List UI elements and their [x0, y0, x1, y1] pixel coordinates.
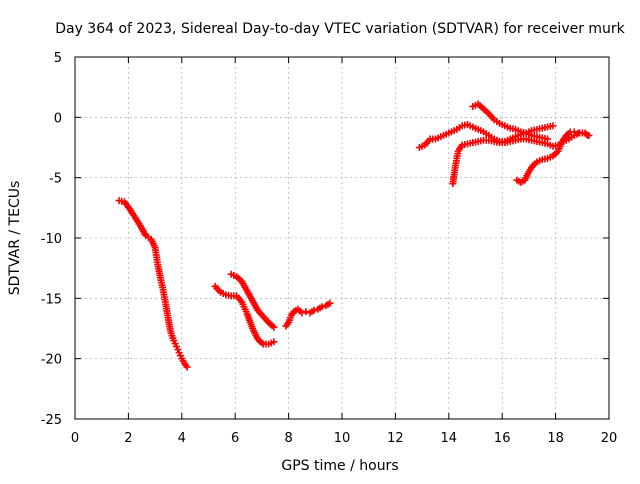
data-point-trail	[551, 149, 560, 158]
x-tick-label: 4	[178, 431, 186, 446]
x-tick-label: 2	[124, 431, 132, 446]
y-tick-label: -10	[41, 232, 62, 247]
data-point	[183, 363, 191, 371]
data-point-trail	[522, 170, 532, 182]
data-point	[326, 299, 334, 307]
data-point-trail	[555, 140, 565, 153]
y-tick-label: -5	[49, 172, 62, 187]
data-point-trail	[455, 143, 465, 153]
data-point-trail	[481, 106, 491, 116]
data-point	[585, 131, 593, 139]
data-point-trail	[213, 284, 223, 294]
y-tick-labels: -25 -20 -15 -10 -5 0 5	[41, 51, 62, 428]
data-point	[570, 128, 578, 136]
data-point-trail	[476, 102, 486, 111]
data-point-trail	[261, 314, 271, 324]
data-point	[270, 338, 278, 346]
x-tick-label: 16	[494, 431, 511, 446]
data-point	[310, 306, 318, 314]
data-point-trail	[234, 274, 244, 284]
data-point-trail	[132, 216, 143, 228]
y-tick-label: -15	[41, 292, 62, 307]
plot-frame	[74, 56, 610, 420]
data-point-trail	[239, 300, 250, 316]
x-tick-label: 20	[601, 431, 618, 446]
chart-title: Day 364 of 2023, Sidereal Day-to-day VTE…	[55, 21, 625, 37]
data-point-trail	[239, 279, 250, 293]
x-tick-label: 8	[284, 431, 292, 446]
series-arc-6	[449, 129, 592, 188]
data-point-trail	[250, 327, 261, 341]
series-arc-1	[115, 197, 191, 371]
series-arc-7	[469, 100, 552, 143]
series-arc-2	[211, 282, 278, 348]
x-axis-label: GPS time / hours	[281, 458, 398, 474]
data-point	[549, 122, 557, 130]
x-tick-label: 10	[334, 431, 351, 446]
x-tick-label: 14	[441, 431, 458, 446]
x-tick-label: 12	[387, 431, 404, 446]
data-point	[318, 303, 326, 311]
data-point-trail	[122, 200, 132, 211]
data-point	[298, 309, 306, 317]
y-tick-label: -25	[41, 413, 62, 428]
data-point-trail	[256, 308, 265, 318]
x-tick-label: 0	[71, 431, 79, 446]
data-point-trail	[168, 332, 177, 342]
data-point-trail	[487, 112, 496, 122]
data-point	[302, 308, 310, 316]
data-point	[544, 135, 552, 143]
data-point-trail	[285, 314, 294, 324]
x-tick-labels: 0 2 4 6 8 10 12 14 16 18 20	[71, 431, 617, 446]
series-arc-3	[227, 270, 278, 331]
data-point-trail	[127, 207, 138, 219]
data-points	[115, 100, 593, 371]
data-point-trail	[234, 294, 244, 304]
data-point-trail	[148, 237, 158, 250]
data-point-trail	[256, 337, 265, 347]
data-point-trail	[526, 164, 536, 174]
grid-lines	[75, 57, 609, 419]
data-point-trail	[244, 289, 255, 303]
series-arc-4	[282, 299, 334, 330]
y-tick-label: 5	[54, 51, 62, 66]
data-point	[578, 129, 586, 137]
x-tick-label: 6	[231, 431, 239, 446]
y-axis-label: SDTVAR / TECUs	[7, 181, 23, 296]
data-point	[270, 323, 278, 331]
data-point-trail	[266, 320, 276, 330]
data-point-trail	[137, 224, 149, 238]
series-arc-8	[513, 128, 593, 186]
data-point-trail	[250, 299, 261, 312]
data-point-trail	[423, 137, 432, 147]
data-point-trail	[560, 133, 569, 143]
x-tick-label: 18	[547, 431, 564, 446]
y-tick-label: 0	[54, 111, 62, 126]
y-tick-label: -20	[41, 353, 62, 368]
